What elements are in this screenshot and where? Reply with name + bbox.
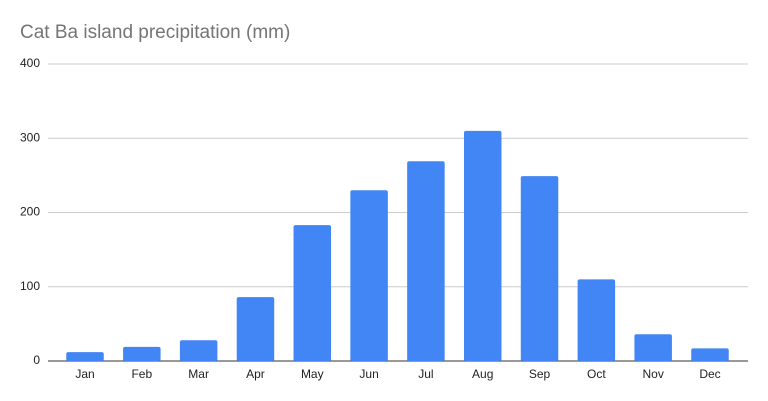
bar: [691, 348, 729, 361]
bar: [236, 297, 275, 361]
bar: [520, 176, 559, 361]
bar: [634, 334, 672, 361]
x-tick-label: May: [301, 367, 324, 381]
x-tick-label: Jul: [418, 367, 433, 381]
x-tick-label: Jun: [359, 367, 378, 381]
x-tick-label: Feb: [131, 367, 152, 381]
x-tick-label: Jan: [75, 367, 94, 381]
x-tick-label: Nov: [643, 367, 664, 381]
bar: [407, 161, 445, 361]
bar: [293, 225, 332, 361]
x-tick-label: Aug: [472, 367, 493, 381]
y-tick-label: 400: [20, 56, 40, 70]
bar: [123, 346, 161, 361]
bar: [463, 130, 502, 361]
x-tick-label: Sep: [529, 367, 551, 381]
bar: [577, 279, 616, 361]
x-tick-label: Mar: [188, 367, 209, 381]
y-tick-label: 300: [20, 130, 40, 144]
x-tick-label: Apr: [246, 367, 265, 381]
y-tick-label: 100: [20, 279, 40, 293]
bar: [350, 190, 388, 361]
chart-title: Cat Ba island precipitation (mm): [20, 22, 290, 43]
x-tick-label: Oct: [587, 367, 606, 381]
bar: [66, 352, 104, 361]
bar: [179, 340, 218, 361]
y-tick-label: 0: [33, 353, 40, 367]
x-tick-label: Dec: [699, 367, 720, 381]
y-tick-label: 200: [20, 205, 40, 219]
